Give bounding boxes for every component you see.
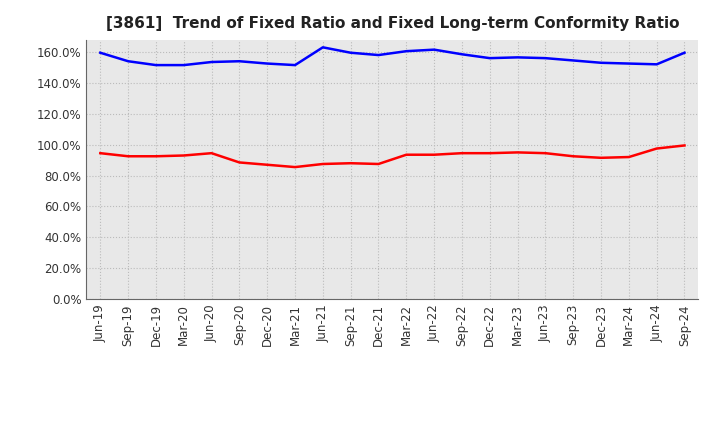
Fixed Ratio — [318, 45, 327, 50]
Fixed Long-term Conformity Ratio — [374, 161, 383, 167]
Title: [3861]  Trend of Fixed Ratio and Fixed Long-term Conformity Ratio: [3861] Trend of Fixed Ratio and Fixed Lo… — [106, 16, 679, 32]
Fixed Long-term Conformity Ratio — [680, 143, 689, 148]
Fixed Ratio — [652, 62, 661, 67]
Fixed Ratio — [346, 50, 355, 55]
Fixed Long-term Conformity Ratio — [513, 150, 522, 155]
Fixed Long-term Conformity Ratio — [235, 160, 243, 165]
Fixed Ratio — [624, 61, 633, 66]
Fixed Long-term Conformity Ratio — [318, 161, 327, 167]
Fixed Ratio — [207, 59, 216, 65]
Fixed Ratio — [291, 62, 300, 68]
Fixed Ratio — [96, 50, 104, 55]
Fixed Ratio — [597, 60, 606, 66]
Fixed Ratio — [458, 51, 467, 57]
Fixed Long-term Conformity Ratio — [291, 165, 300, 170]
Fixed Long-term Conformity Ratio — [458, 150, 467, 156]
Fixed Long-term Conformity Ratio — [207, 150, 216, 156]
Fixed Ratio — [152, 62, 161, 68]
Line: Fixed Ratio: Fixed Ratio — [100, 48, 685, 65]
Fixed Ratio — [680, 50, 689, 55]
Fixed Ratio — [541, 55, 550, 61]
Fixed Ratio — [569, 58, 577, 63]
Fixed Long-term Conformity Ratio — [124, 154, 132, 159]
Line: Fixed Long-term Conformity Ratio: Fixed Long-term Conformity Ratio — [100, 146, 685, 167]
Fixed Ratio — [235, 59, 243, 64]
Fixed Ratio — [179, 62, 188, 68]
Fixed Long-term Conformity Ratio — [179, 153, 188, 158]
Fixed Long-term Conformity Ratio — [430, 152, 438, 158]
Fixed Long-term Conformity Ratio — [96, 150, 104, 156]
Fixed Long-term Conformity Ratio — [541, 150, 550, 156]
Fixed Long-term Conformity Ratio — [485, 150, 494, 156]
Fixed Long-term Conformity Ratio — [624, 154, 633, 160]
Fixed Long-term Conformity Ratio — [402, 152, 410, 158]
Fixed Ratio — [430, 47, 438, 52]
Fixed Long-term Conformity Ratio — [652, 146, 661, 151]
Fixed Long-term Conformity Ratio — [346, 161, 355, 166]
Fixed Long-term Conformity Ratio — [152, 154, 161, 159]
Fixed Ratio — [263, 61, 271, 66]
Fixed Ratio — [485, 55, 494, 61]
Fixed Long-term Conformity Ratio — [263, 162, 271, 167]
Fixed Long-term Conformity Ratio — [569, 154, 577, 159]
Fixed Ratio — [513, 55, 522, 60]
Fixed Long-term Conformity Ratio — [597, 155, 606, 161]
Fixed Ratio — [374, 52, 383, 58]
Fixed Ratio — [402, 48, 410, 54]
Fixed Ratio — [124, 59, 132, 64]
